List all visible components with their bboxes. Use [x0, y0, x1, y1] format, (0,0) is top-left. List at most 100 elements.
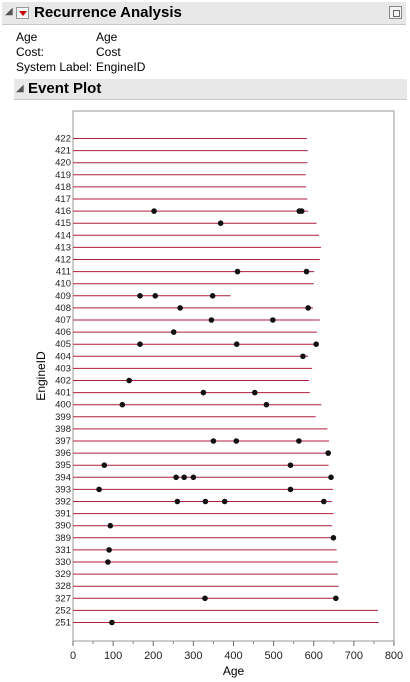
y-tick-label: 327 [55, 593, 71, 604]
event-point [208, 317, 215, 323]
event-point [270, 317, 276, 323]
y-tick-label: 328 [55, 581, 71, 592]
event-point [202, 595, 208, 602]
event-point [287, 462, 294, 469]
y-tick-label: 251 [55, 618, 71, 629]
info-label: Age [16, 30, 38, 44]
event-plot-header[interactable]: ◢ Event Plot [14, 79, 407, 100]
x-tick-label: 100 [104, 650, 122, 662]
info-value: Cost [96, 45, 121, 59]
y-tick-label: 422 [55, 134, 71, 145]
event-point [320, 498, 327, 505]
event-point [303, 268, 310, 275]
event-point [233, 341, 240, 348]
event-point [177, 305, 183, 311]
y-tick-label: 393 [55, 484, 71, 495]
x-tick-label: 600 [305, 650, 323, 662]
panel-title: Recurrence Analysis [34, 4, 182, 21]
x-tick-label: 300 [184, 650, 202, 662]
y-tick-label: 418 [55, 182, 71, 193]
y-tick-label: 414 [55, 230, 71, 241]
event-point [234, 268, 241, 275]
event-point [313, 341, 319, 348]
info-label: Cost: [16, 45, 45, 59]
event-point [330, 535, 337, 541]
info-label: System Label: [16, 60, 93, 74]
event-point [106, 547, 112, 553]
y-tick-label: 409 [55, 291, 71, 302]
y-tick-label: 398 [55, 424, 71, 435]
y-tick-label: 411 [56, 267, 71, 278]
y-tick-label: 331 [55, 545, 71, 556]
event-point [202, 498, 209, 505]
window-options-icon[interactable] [389, 6, 402, 19]
event-point [217, 220, 224, 226]
event-point [209, 293, 216, 299]
x-tick-label: 0 [70, 650, 76, 662]
info-row-system-label: System Label: EngineID [16, 60, 145, 74]
red-triangle-menu-icon[interactable] [16, 7, 29, 19]
x-tick-label: 500 [264, 650, 282, 662]
x-tick-label: 400 [224, 650, 242, 662]
event-point [200, 389, 207, 396]
y-tick-label: 396 [55, 448, 71, 459]
event-point [109, 619, 115, 626]
y-tick-label: 420 [55, 158, 71, 169]
event-point [287, 486, 294, 493]
x-tick-label: 200 [144, 650, 162, 662]
event-point [107, 522, 114, 529]
event-point [210, 438, 217, 444]
event-point [151, 208, 157, 214]
event-point [126, 377, 132, 384]
y-tick-label: 389 [55, 533, 71, 544]
y-axis-label: EngineID [34, 351, 48, 401]
y-tick-label: 392 [55, 497, 71, 508]
event-point [152, 293, 159, 299]
y-tick-label: 400 [55, 400, 71, 411]
event-point [137, 293, 143, 299]
y-tick-label: 406 [55, 327, 71, 338]
y-tick-label: 407 [55, 315, 71, 326]
event-point [174, 498, 181, 505]
recurrence-analysis-header[interactable]: ◢ Recurrence Analysis [2, 2, 406, 25]
y-tick-label: 252 [55, 605, 71, 616]
y-tick-label: 410 [55, 279, 71, 290]
event-point [300, 353, 306, 360]
y-tick-label: 329 [55, 569, 71, 580]
y-tick-label: 412 [55, 255, 71, 266]
info-row-age: Age Age [16, 30, 117, 44]
y-tick-label: 391 [55, 509, 71, 520]
event-point [101, 462, 108, 469]
y-tick-label: 403 [55, 363, 71, 374]
y-tick-label: 419 [55, 170, 71, 181]
y-tick-label: 395 [55, 460, 71, 471]
event-plot-title: Event Plot [28, 80, 102, 97]
event-point [328, 474, 334, 481]
event-point [233, 438, 240, 444]
info-value: EngineID [96, 60, 146, 74]
event-point [298, 208, 305, 214]
event-point [119, 401, 126, 408]
y-tick-label: 401 [55, 388, 71, 399]
y-tick-label: 405 [55, 339, 71, 350]
y-tick-label: 394 [55, 472, 71, 483]
event-point [181, 474, 187, 481]
collapse-triangle-icon[interactable]: ◢ [5, 6, 13, 17]
y-tick-label: 404 [55, 351, 71, 362]
y-tick-label: 402 [55, 376, 71, 387]
info-value: Age [96, 30, 118, 44]
y-tick-label: 417 [55, 194, 71, 205]
event-point [170, 329, 177, 335]
y-tick-label: 399 [55, 412, 71, 423]
y-tick-label: 330 [55, 557, 71, 568]
y-tick-label: 421 [55, 146, 71, 157]
collapse-triangle-icon[interactable]: ◢ [16, 83, 24, 94]
event-point [190, 474, 197, 481]
event-point [305, 305, 311, 311]
y-tick-label: 413 [55, 242, 71, 253]
y-tick-label: 390 [55, 521, 71, 532]
event-point [296, 438, 302, 444]
event-point [333, 595, 339, 602]
y-tick-label: 415 [55, 218, 71, 229]
x-tick-label: 800 [385, 650, 403, 662]
